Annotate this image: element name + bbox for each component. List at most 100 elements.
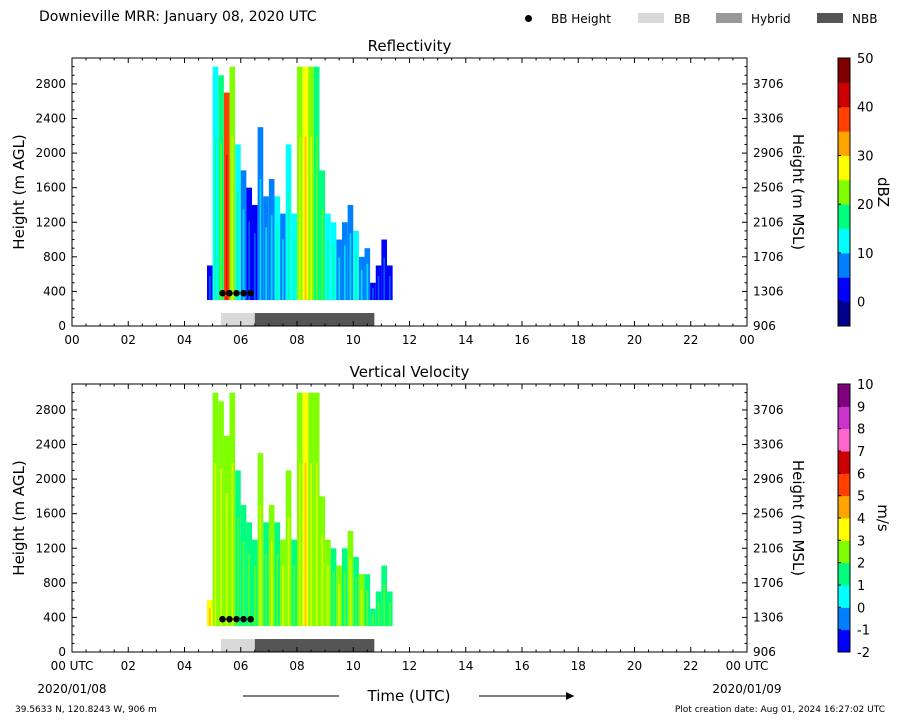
bb-height-point xyxy=(226,615,233,623)
precip-column-core xyxy=(237,191,239,301)
y-right-tick-label: 1306 xyxy=(753,284,784,298)
precip-column-core xyxy=(310,136,312,301)
precip-column-core xyxy=(310,462,312,627)
x-tick-label: 02 xyxy=(121,659,136,673)
precip-column-core xyxy=(208,607,211,627)
bb-height-point xyxy=(219,289,226,297)
colorbar-tick-label: 1 xyxy=(857,579,865,594)
x-axis-label: Time (UTC) xyxy=(367,687,451,705)
precip-column-core xyxy=(225,492,228,627)
colorbar-segment xyxy=(838,204,850,230)
colorbar-segment xyxy=(838,629,850,653)
colorbar-segment xyxy=(838,406,850,430)
y-tick-label: 2800 xyxy=(35,77,66,91)
precip-column-core xyxy=(231,462,234,627)
colorbar-segment xyxy=(838,82,850,108)
precip-column-core xyxy=(327,239,329,301)
plot-title: Vertical Velocity xyxy=(350,363,470,381)
colorbar-tick-label: 0 xyxy=(857,296,865,311)
precip-column-core xyxy=(293,565,296,627)
precip-column-core xyxy=(276,553,279,627)
precip-column-core xyxy=(355,251,357,301)
x-tick-label: 06 xyxy=(233,333,248,347)
precip-column-core xyxy=(360,589,363,627)
colorbar-segment xyxy=(838,518,850,541)
y-right-tick-label: 3306 xyxy=(753,112,784,126)
precip-column-core xyxy=(276,227,279,301)
bb-classification-bar xyxy=(221,639,255,652)
colorbar-tick-label: 8 xyxy=(857,423,865,438)
y-tick-label: 2400 xyxy=(35,438,66,452)
precip-column-core xyxy=(282,565,284,627)
precip-column-core xyxy=(383,583,386,627)
y-right-tick-label: 2106 xyxy=(753,215,784,229)
precip-column-core xyxy=(293,239,296,301)
precip-column-core xyxy=(332,245,335,301)
precip-column-core xyxy=(366,589,369,627)
precip-column-core xyxy=(287,517,290,627)
bb-height-point xyxy=(240,289,247,297)
x-tick-label: 14 xyxy=(458,333,473,347)
precip-column-core xyxy=(388,275,391,301)
precip-column-core xyxy=(383,257,386,301)
y-tick-label: 2000 xyxy=(35,472,66,486)
colorbar-tick-label: -1 xyxy=(857,624,870,639)
precip-column-core xyxy=(253,565,256,627)
y-tick-label: 0 xyxy=(58,645,66,659)
y-tick-label: 2800 xyxy=(35,403,66,417)
colorbar-segment xyxy=(838,179,850,205)
y-tick-label: 1200 xyxy=(35,215,66,229)
colorbar-segment xyxy=(838,131,850,156)
x-tick-label: 16 xyxy=(514,333,529,347)
precip-column-core xyxy=(253,233,256,301)
precip-column-core xyxy=(349,559,352,627)
x-tick-label: 08 xyxy=(289,333,304,347)
x-axis-arrowhead-icon xyxy=(566,692,574,700)
station-location: 39.5633 N, 120.8243 W, 906 m xyxy=(15,705,157,715)
plot-title: Reflectivity xyxy=(368,37,452,55)
colorbar-segment xyxy=(838,562,850,586)
y-right-tick-label: 3706 xyxy=(753,77,784,91)
x-tick-label: 20 xyxy=(627,659,642,673)
y-right-tick-label: 906 xyxy=(753,645,776,659)
precip-column-core xyxy=(242,209,245,301)
colorbar-label: dBZ xyxy=(874,177,892,207)
precip-column-core xyxy=(214,136,217,301)
bb-height-point xyxy=(219,615,226,623)
colorbar-label: m/s xyxy=(874,504,892,532)
x-tick-label: 00 xyxy=(739,333,754,347)
y-tick-label: 800 xyxy=(43,576,66,590)
bb-height-point xyxy=(233,289,240,297)
y-right-tick-label: 2906 xyxy=(753,146,784,160)
x-tick-label: 04 xyxy=(177,333,192,347)
colorbar-segment xyxy=(838,428,850,452)
precip-column-core xyxy=(248,221,251,301)
y-tick-label: 2400 xyxy=(35,112,66,126)
precip-column-core xyxy=(220,468,222,627)
precip-column-core xyxy=(377,275,380,301)
colorbar-tick-label: 10 xyxy=(857,247,874,262)
y-axis-label-right: Height (m MSL) xyxy=(789,134,807,250)
precip-column-core xyxy=(343,245,346,301)
precip-column-core xyxy=(377,601,380,627)
x-tick-label: 10 xyxy=(346,333,361,347)
colorbar-tick-label: 9 xyxy=(857,400,865,415)
precip-column-core xyxy=(270,541,273,627)
colorbar-segment xyxy=(838,228,850,254)
precip-column-core xyxy=(338,257,341,301)
plot-frame xyxy=(71,383,748,653)
precip-column-core xyxy=(298,462,301,627)
x-tick-label: 12 xyxy=(402,333,417,347)
colorbar-segment xyxy=(838,301,850,327)
nbb-legend-swatch xyxy=(817,13,843,23)
bb-height-point xyxy=(247,615,254,623)
y-axis-label: Height (m AGL) xyxy=(10,134,28,249)
legend-label-bb-height: BB Height xyxy=(551,12,611,26)
x-tick-label: 00 UTC xyxy=(51,659,94,673)
precip-column-core xyxy=(265,553,267,627)
legend-label-hybrid: Hybrid xyxy=(751,12,791,26)
colorbar-segment xyxy=(838,58,850,83)
precip-column-core xyxy=(287,191,290,301)
plot-creation-date: Plot creation date: Aug 01, 2024 16:27:0… xyxy=(674,705,885,715)
